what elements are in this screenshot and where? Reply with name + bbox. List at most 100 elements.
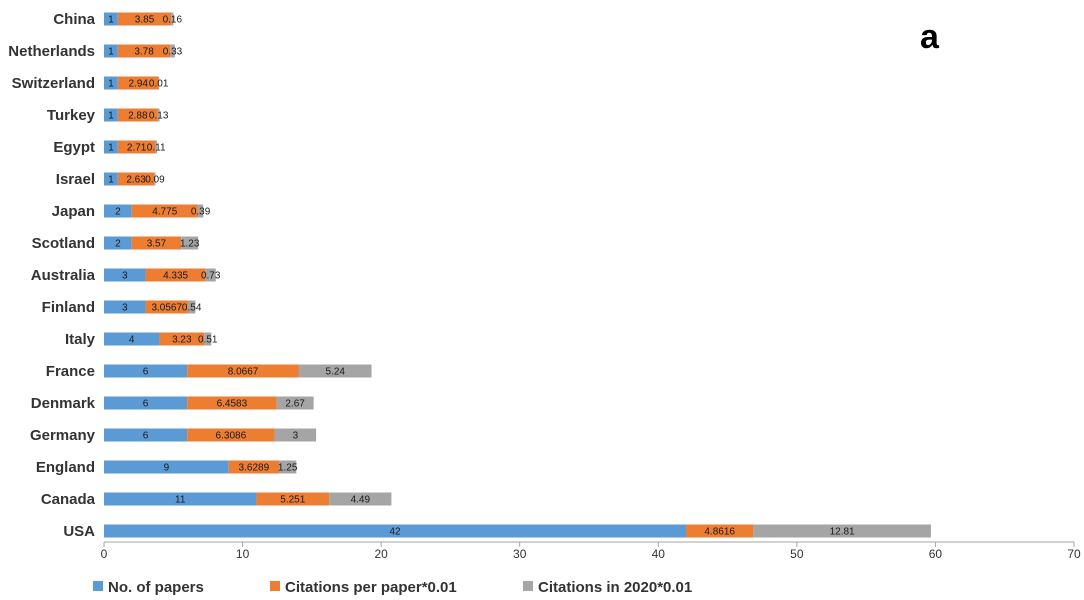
bar-value-label: 2.94: [128, 79, 148, 90]
category-label: Canada: [41, 491, 96, 508]
legend-label: Citations per paper*0.01: [285, 579, 457, 596]
bar-segment: [104, 300, 146, 314]
x-tick-label: 60: [929, 547, 943, 561]
bar-segment: [117, 108, 158, 122]
x-tick-label: 0: [101, 547, 108, 561]
legend-label: Citations in 2020*0.01: [538, 579, 692, 596]
bar-segment: [274, 428, 317, 442]
bar-value-label: 4.775: [152, 207, 177, 218]
panel-letter: a: [920, 18, 940, 56]
bar-segment: [205, 268, 216, 282]
bar-segment: [276, 396, 314, 410]
bar-segment: [154, 172, 156, 186]
bar-segment: [187, 396, 277, 410]
bar-value-label: 4: [129, 335, 135, 346]
legend: No. of papers Citations per paper*0.01 Cit…: [93, 579, 692, 596]
bar-value-label: 0.01: [149, 79, 169, 90]
bar-value-label: 0.51: [198, 335, 218, 346]
category-label: USA: [63, 523, 95, 540]
bar-segment: [104, 396, 188, 410]
bar-value-label: 3.0567: [151, 303, 182, 314]
bar-segment: [104, 524, 686, 538]
bar-value-label: 3: [122, 271, 128, 282]
bar-segment: [145, 300, 188, 314]
legend-swatch: [93, 581, 103, 591]
bars: [104, 12, 931, 538]
bar-value-label: 4.49: [351, 495, 371, 506]
bar-value-label: 2.67: [285, 399, 305, 410]
bar-segment: [104, 460, 229, 474]
bar-value-label: 4.8616: [704, 527, 735, 538]
category-label: Egypt: [53, 139, 95, 156]
bar-segment: [104, 204, 132, 218]
category-label: Italy: [65, 331, 96, 348]
bar-segment: [117, 44, 171, 58]
bar-segment: [117, 76, 159, 90]
bar-value-label: 6.3086: [216, 431, 247, 442]
bar-segment: [104, 12, 118, 26]
bar-segment: [298, 364, 372, 378]
bar-segment: [104, 44, 118, 58]
bar-segment: [104, 492, 257, 506]
x-tick-label: 50: [790, 547, 804, 561]
bar-segment: [181, 236, 199, 250]
bar-segment: [104, 76, 118, 90]
bar-segment: [187, 364, 299, 378]
bar-segment: [155, 140, 157, 154]
bar-segment: [104, 236, 132, 250]
bar-value-label: 4.335: [163, 271, 188, 282]
bar-segment: [753, 524, 931, 538]
bar-segment: [159, 332, 205, 346]
bar-segment: [187, 300, 196, 314]
bar-value-label: 6: [143, 431, 149, 442]
bar-value-label: 3.57: [147, 239, 167, 250]
category-label: Denmark: [31, 395, 96, 412]
category-label: Netherlands: [8, 43, 95, 60]
bar-value-label: 6.4583: [217, 399, 248, 410]
bar-value-label: 12.81: [830, 527, 855, 538]
bar-segment: [104, 140, 118, 154]
category-label: China: [53, 11, 95, 28]
bar-value-label: 3.78: [134, 47, 154, 58]
bar-value-label: 11: [175, 495, 186, 506]
bar-value-label: 3.6289: [239, 463, 270, 474]
bar-segment: [117, 172, 155, 186]
bar-segment: [170, 44, 175, 58]
bar-segment: [157, 108, 160, 122]
bar-value-label: 2.88: [128, 111, 148, 122]
category-label: England: [36, 459, 95, 476]
bar-segment: [104, 332, 160, 346]
bar-value-label: 2: [115, 207, 121, 218]
bar-segment: [117, 140, 156, 154]
bar-segment: [256, 492, 330, 506]
bar-segment: [171, 12, 174, 26]
bar-value-label: 2.63: [126, 175, 146, 186]
category-label: Germany: [30, 427, 96, 444]
bar-value-label: 6: [143, 399, 149, 410]
bar-value-label: 5.24: [325, 367, 345, 378]
bar-segment: [131, 204, 198, 218]
legend-swatch: [523, 581, 533, 591]
category-labels: China Netherlands Switzerland Turkey Egypt Is…: [8, 11, 95, 540]
bar-value-label: 0.11: [147, 143, 166, 154]
bar-value-label: 1: [108, 175, 114, 186]
category-label: Finland: [42, 299, 95, 316]
bar-value-label: 0.33: [163, 47, 183, 58]
x-tick-label: 70: [1067, 547, 1081, 561]
legend-label: No. of papers: [108, 579, 204, 596]
bar-value-label: 1: [108, 111, 114, 122]
x-tick-label: 30: [513, 547, 527, 561]
bar-value-label: 1: [108, 47, 114, 58]
bar-value-label: 0.09: [145, 175, 165, 186]
bar-value-label: 6: [143, 367, 149, 378]
x-tick-label: 40: [652, 547, 666, 561]
bar-segment: [145, 268, 206, 282]
bar-value-label: 0.73: [201, 271, 221, 282]
bar-value-label: 0.13: [149, 111, 169, 122]
bar-value-label: 2.71: [127, 143, 147, 154]
bar-segment: [158, 76, 160, 90]
bar-segment: [187, 428, 275, 442]
category-label: Israel: [56, 171, 95, 188]
bar-value-label: 3: [293, 431, 299, 442]
